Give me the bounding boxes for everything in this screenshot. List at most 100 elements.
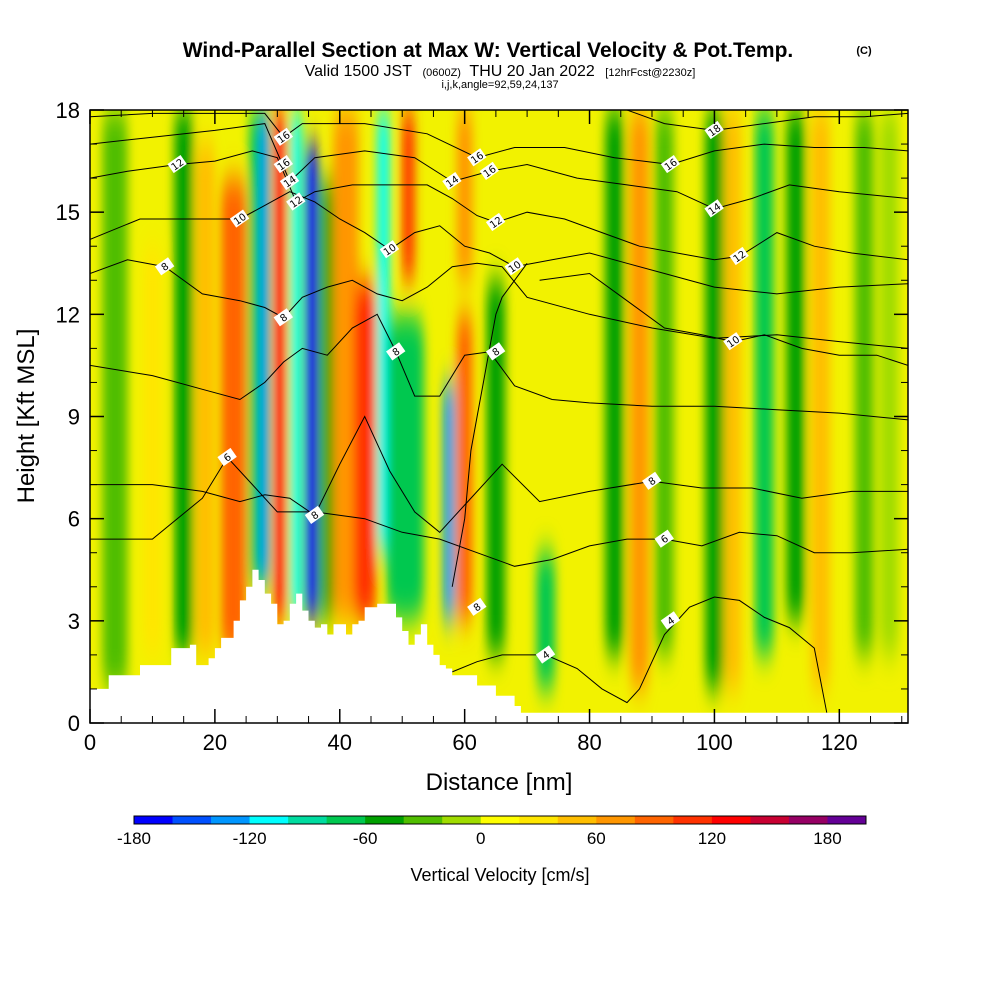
contour-label-bg [654,529,674,548]
contour-label-bg [485,212,506,232]
colorbar-swatch-15 [711,816,751,824]
contour-label-bg [154,257,175,276]
contour-label-bg [304,505,325,524]
isentrope-10-7 [90,191,908,295]
y-axis-label: Height [Kft MSL] [13,329,40,504]
y-tick-label: 18 [56,98,80,123]
subtitle-forecast: [12hrFcst@2230z] [605,67,695,79]
velocity-band-29 [854,110,874,655]
velocity-band-19 [486,280,506,655]
velocity-band-2 [174,110,194,655]
colorbar: -180 -120 -60 0 60 120 180 [117,815,867,848]
colorbar-swatch-9 [480,816,520,824]
contour-label-text: 6 [659,534,671,547]
contour-label-8: 8 [386,342,406,361]
contour-label-text: 4 [666,615,678,628]
colorbar-swatch-3 [249,816,289,824]
contour-label-8: 8 [304,505,325,524]
velocity-band-6 [259,110,270,587]
isentrope-18-11 [626,110,908,131]
colorbar-tick-label: -120 [233,829,267,848]
contour-label-bg [442,171,462,191]
colorbar-swatch-5 [326,816,366,824]
colorbar-tick-label: 60 [587,829,606,848]
velocity-band-22 [630,110,649,689]
colorbar-tick-label: -60 [353,829,378,848]
x-tick-label: 100 [696,730,733,755]
velocity-band-23 [655,110,674,655]
contour-label-text: 8 [310,510,322,523]
x-axis-label: Distance [nm] [426,769,573,796]
velocity-band-24 [705,110,724,689]
contour-label-bg [379,240,400,259]
colorbar-swatch-2 [211,816,250,824]
colorbar-swatch-1 [172,816,212,824]
colorbar-swatch-11 [557,816,597,824]
colorbar-swatch-6 [365,816,405,824]
colorbar-frame [133,815,867,825]
x-tick-label: 80 [577,730,601,755]
contour-label-bg [167,154,187,174]
contour-label-bg [479,161,500,180]
velocity-band-21 [605,110,624,655]
contour-label-text: 8 [647,476,659,489]
velocity-band-25 [725,110,741,689]
x-tick-label: 0 [84,730,96,755]
x-tick-label: 120 [821,730,858,755]
colorbar-title: Vertical Velocity [cm/s] [410,865,589,885]
contour-label-bg [485,342,506,361]
velocity-band-28 [811,110,830,689]
colorbar-swatch-7 [403,816,443,824]
velocity-band-15 [402,110,415,281]
isentrope-6-1 [90,456,908,567]
contour-label-bg [729,246,749,266]
isentrope-8-3 [451,263,528,587]
contour-label-bg [660,611,681,630]
chart-subtitle-indices: i,j,k,angle=92,59,24,137 [441,79,558,91]
contour-label-bg [229,209,250,228]
contour-label-bg [273,127,294,146]
velocity-band-26 [755,110,774,655]
vertical-velocity-field [102,110,899,689]
contour-label-text: 6 [222,452,234,465]
contour-label-4: 4 [660,611,681,630]
x-tick-label: 60 [452,730,476,755]
velocity-band-16 [443,382,455,621]
colorbar-swatch-4 [288,816,328,824]
colorbar-swatch-13 [634,816,674,824]
chart-title: Wind-Parallel Section at Max W: Vertical… [183,39,794,62]
velocity-band-10 [321,178,334,621]
title-badge: (C) [856,45,872,57]
colorbar-tick-label: 120 [698,829,726,848]
colorbar-swatch-10 [519,816,559,824]
contour-label-bg [704,199,724,218]
y-tick-label: 6 [68,507,80,532]
contour-label-bg [642,471,662,490]
terrain [90,569,908,723]
contour-label-bg [704,120,724,140]
contour-label-bg [279,171,300,191]
subtitle-utc-time: (0600Z) [422,67,461,79]
chart-subtitle: Valid 1500 JST (0600Z) THU 20 Jan 2022 [… [305,63,696,80]
y-tick-label: 15 [56,200,80,225]
contour-label-bg [467,148,487,167]
contour-label-bg [660,154,681,174]
velocity-band-9 [305,144,318,621]
contour-label-bg [723,332,743,351]
contour-label-bg [535,645,556,664]
contour-label-text: 8 [160,261,172,274]
velocity-band-20 [536,552,556,689]
contour-label-8: 8 [467,597,487,616]
isentrope-8-4 [90,313,908,421]
contour-label-6: 6 [217,447,237,467]
contour-label-8: 8 [273,308,294,327]
velocity-band-0 [102,110,128,689]
velocity-band-1 [143,246,162,655]
x-tick-label: 40 [328,730,352,755]
colorbar-tick-label: 0 [476,829,485,848]
y-tick-label: 0 [68,711,80,736]
colorbar-swatch-18 [827,816,867,824]
velocity-band-3 [196,144,215,655]
